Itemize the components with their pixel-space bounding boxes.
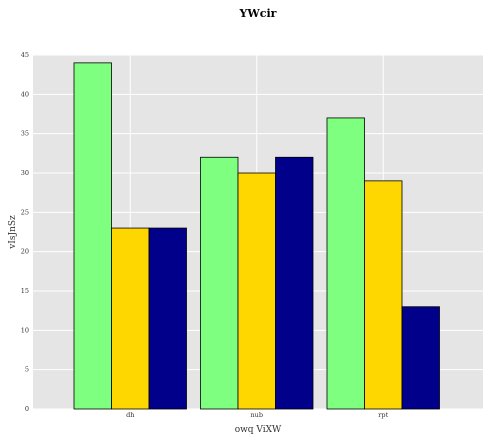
bar-rpt-series-2 <box>364 180 403 410</box>
bar-nub-series-3 <box>275 156 314 410</box>
y-axis-ticks: 0 5 10 15 20 25 30 35 40 45 <box>21 51 29 413</box>
bars <box>73 62 440 410</box>
y-tick-label: 5 <box>25 366 29 374</box>
y-tick-label: 10 <box>21 326 29 334</box>
y-tick-label: 45 <box>21 51 29 59</box>
bar-rpt-series-3 <box>401 306 440 410</box>
bar-nub-series-1 <box>200 156 239 410</box>
bar-rpt-series-1 <box>326 117 365 410</box>
y-tick-label: 35 <box>21 130 29 138</box>
bar-nub-series-2 <box>237 172 276 410</box>
y-tick-label: 40 <box>21 90 29 98</box>
y-tick-label: 20 <box>21 248 29 256</box>
y-tick-label: 0 <box>25 405 29 413</box>
chart-title: YWcir <box>239 7 277 20</box>
y-tick-label: 15 <box>21 287 29 295</box>
bar-dh-series-3 <box>148 227 187 410</box>
y-tick-label: 30 <box>21 169 29 177</box>
bar-dh-series-2 <box>111 227 150 410</box>
x-axis-label: owq ViXW <box>235 425 282 435</box>
x-tick-label: nub <box>250 411 263 419</box>
x-axis-ticks: dh nub rpt <box>126 411 389 419</box>
x-tick-label: dh <box>126 411 134 419</box>
y-axis-label: vIsJnSz <box>8 215 18 250</box>
y-tick-label: 25 <box>21 208 29 216</box>
x-tick-label: rpt <box>378 411 388 419</box>
bar-dh-series-1 <box>73 62 112 410</box>
